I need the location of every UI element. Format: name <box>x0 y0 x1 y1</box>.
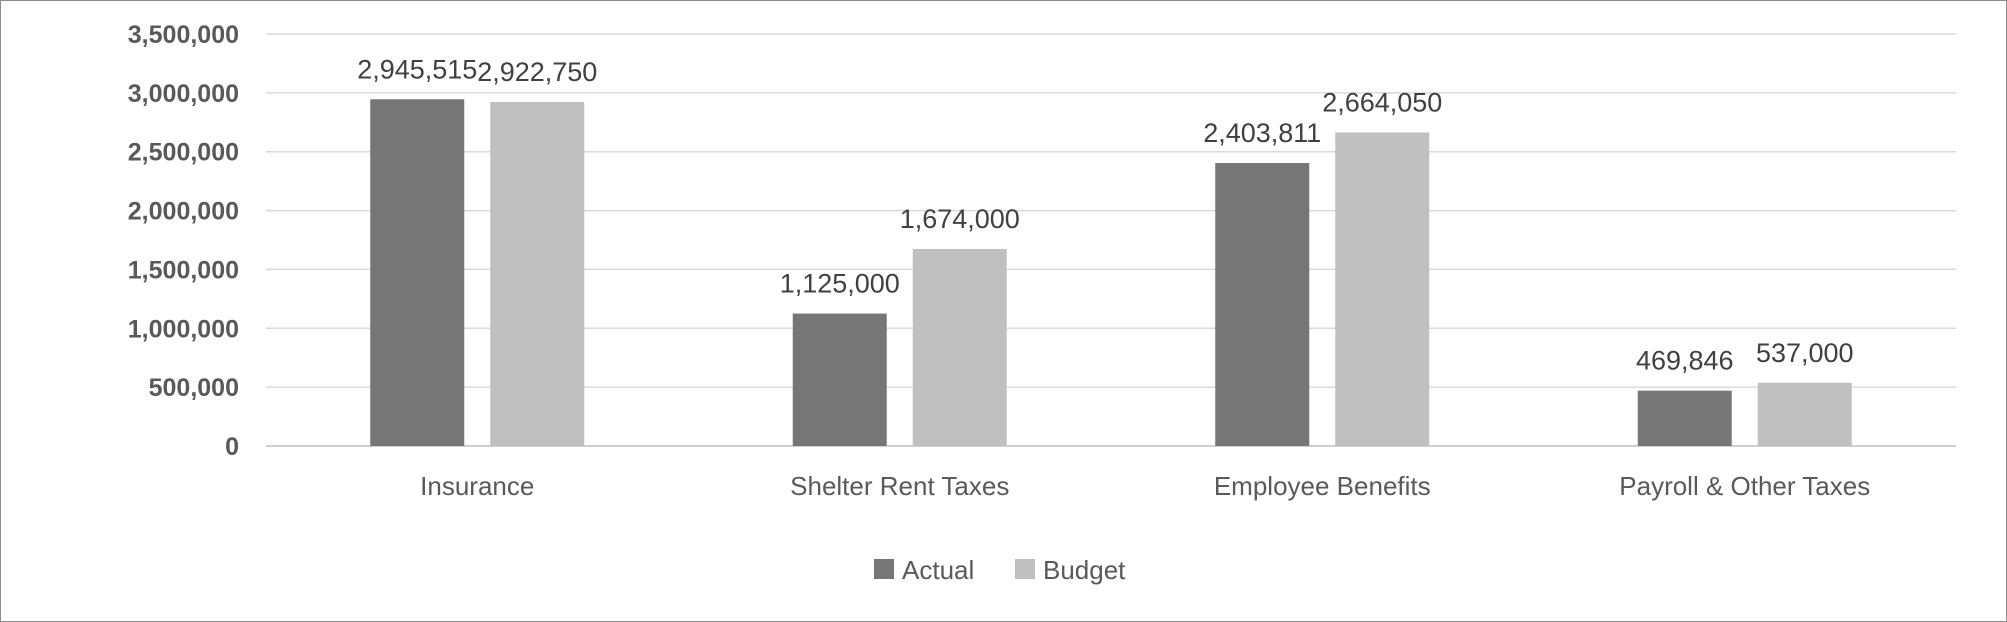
y-tick-label: 3,500,000 <box>128 21 239 49</box>
bar-actual <box>1215 163 1310 446</box>
data-label: 537,000 <box>1756 338 1854 368</box>
y-tick-label: 2,500,000 <box>128 139 239 167</box>
data-label: 2,922,750 <box>477 57 597 87</box>
bar-budget <box>1757 382 1852 446</box>
bar-budget <box>490 101 585 447</box>
x-category-label: Employee Benefits <box>1214 471 1431 501</box>
y-tick-label: 0 <box>225 433 239 461</box>
data-label: 2,403,811 <box>1203 118 1321 148</box>
y-tick-label: 3,000,000 <box>128 80 239 108</box>
y-tick-label: 1,500,000 <box>128 256 239 284</box>
legend-label-actual: Actual <box>902 555 974 585</box>
data-label: 2,664,050 <box>1322 87 1442 117</box>
y-axis-tick-labels: 0 500,000 1,000,000 1,500,000 2,000,000 2,500… <box>128 21 239 461</box>
x-axis-category-labels: Insurance Shelter Rent Taxes Employee Bene… <box>420 471 1870 501</box>
data-labels: 2,945,515 2,922,750 1,125,000 1,674,000 2,40… <box>357 54 1853 375</box>
y-tick-label: 1,000,000 <box>128 315 239 343</box>
y-tick-label: 2,000,000 <box>128 198 239 226</box>
data-label: 2,945,515 <box>357 54 477 84</box>
legend-label-budget: Budget <box>1043 555 1126 585</box>
x-category-label: Payroll & Other Taxes <box>1619 471 1870 501</box>
bar-actual <box>1637 390 1732 446</box>
bar-actual <box>370 99 465 446</box>
bars <box>370 99 1852 447</box>
legend: Actual Budget <box>874 555 1126 585</box>
x-category-label: Insurance <box>420 471 534 501</box>
data-label: 469,846 <box>1636 346 1734 376</box>
bar-budget <box>1335 132 1430 446</box>
data-label: 1,674,000 <box>900 204 1020 234</box>
y-tick-label: 500,000 <box>149 374 239 402</box>
data-label: 1,125,000 <box>780 269 900 299</box>
legend-swatch-budget <box>1015 559 1035 579</box>
legend-swatch-actual <box>874 559 894 579</box>
bar-budget <box>912 248 1007 446</box>
bar-actual <box>792 313 887 446</box>
x-category-label: Shelter Rent Taxes <box>790 471 1009 501</box>
